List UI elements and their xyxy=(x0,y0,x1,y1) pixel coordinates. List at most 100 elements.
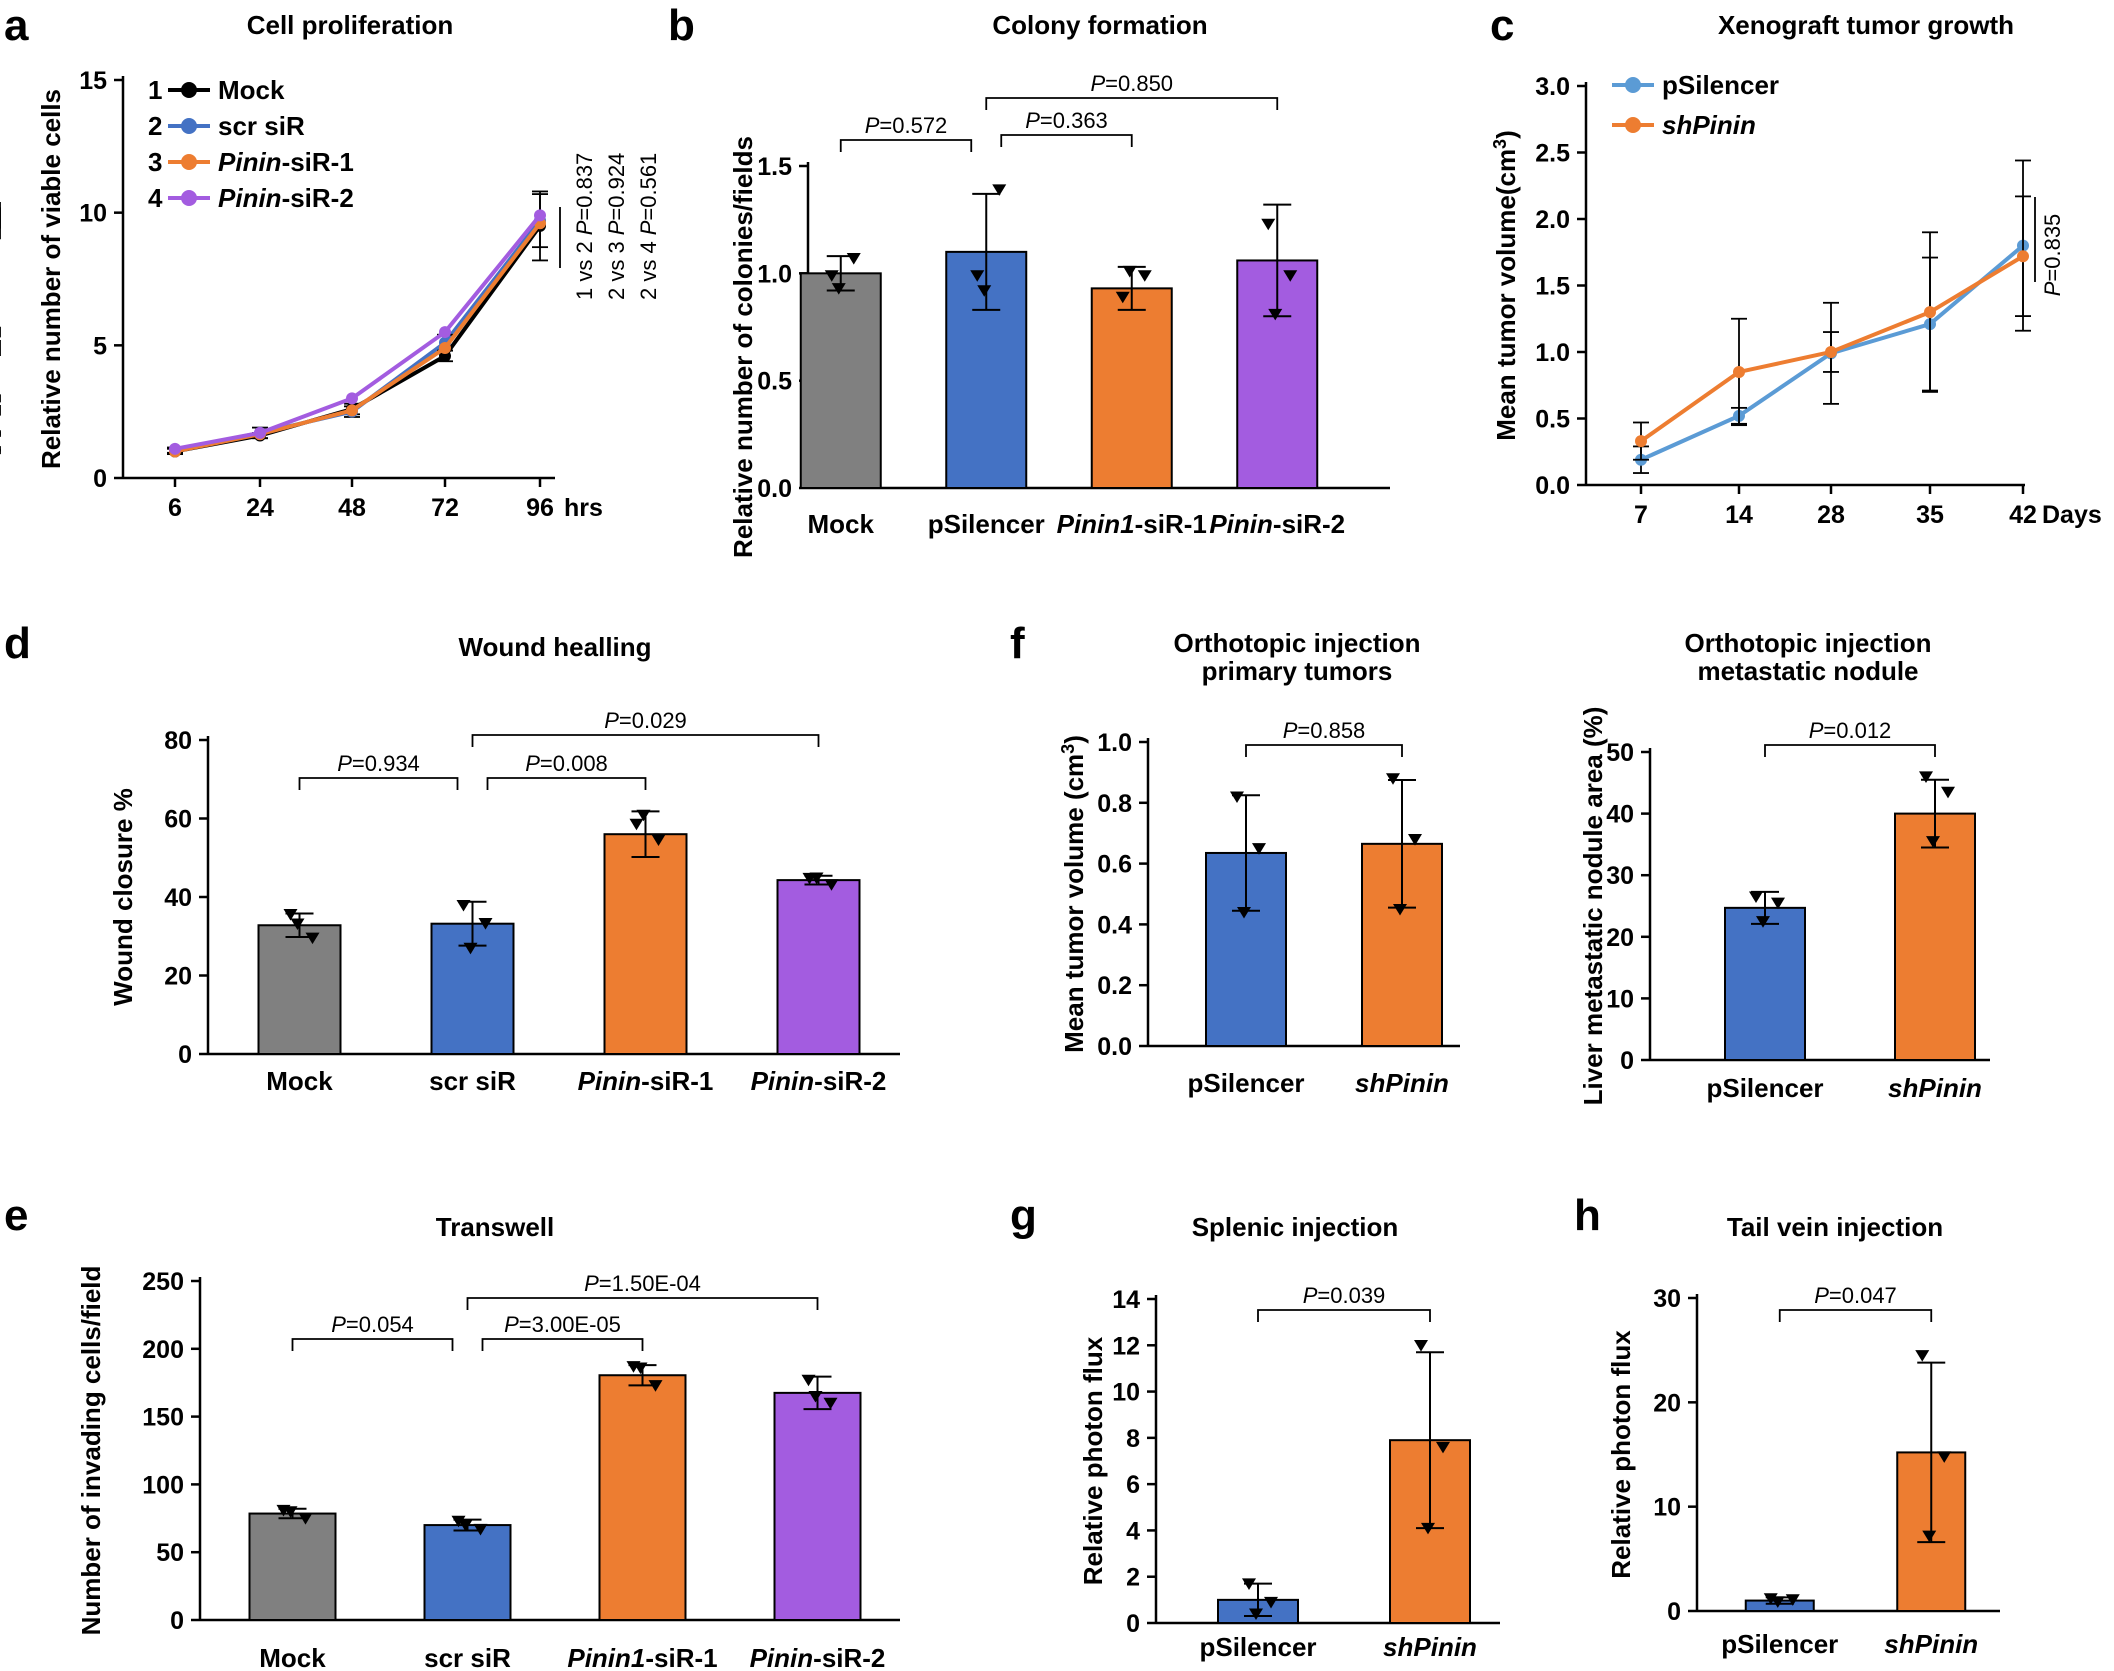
y-axis-label: Relative photon flux xyxy=(1078,1336,1108,1585)
bar xyxy=(773,1391,862,1621)
data-point xyxy=(633,1362,648,1375)
p-value-label: P=0.012 xyxy=(1809,718,1892,743)
y-axis-label: Number of invading cells/field xyxy=(76,1266,106,1636)
p-value-text: =1.50E-04 xyxy=(599,1271,701,1296)
series-line xyxy=(174,219,542,453)
y-tick-label: 200 xyxy=(142,1336,184,1364)
chart-title: Tail vein injection xyxy=(1727,1212,1943,1242)
data-point xyxy=(977,285,992,297)
p-value-label: P=0.047 xyxy=(1814,1283,1897,1308)
data-point xyxy=(439,326,451,339)
y-tick-label: 15 xyxy=(79,67,107,95)
y-tick-label: 2.5 xyxy=(1535,140,1570,168)
y-tick-label: 1.0 xyxy=(757,260,792,288)
ylabel-part: ) xyxy=(1491,130,1521,139)
data-point xyxy=(1825,346,1837,358)
category-suffix: -siR-2 xyxy=(1273,509,1345,539)
y-axis-label: Relative number of viable cells xyxy=(36,89,66,469)
legend-marker xyxy=(181,190,197,206)
data-point xyxy=(1785,1594,1800,1606)
chart-title: Splenic injection xyxy=(1192,1212,1399,1242)
data-point xyxy=(636,809,651,822)
significance-bracket xyxy=(1778,1309,1933,1322)
panel-label: f xyxy=(1010,619,1025,668)
p-value-label: P=0.850 xyxy=(1090,71,1173,96)
y-tick-label: 0 xyxy=(1620,1047,1634,1075)
p-value-text: =0.039 xyxy=(1317,1283,1385,1308)
category-italic-part: shPinin xyxy=(1383,1632,1477,1662)
category-italic-part: Pinin xyxy=(578,1066,642,1096)
legend-label: Mock xyxy=(218,75,285,105)
y-tick-label: 10 xyxy=(79,200,107,228)
data-point xyxy=(305,932,320,945)
data-point xyxy=(1941,786,1955,799)
panel-label: g xyxy=(1010,1191,1037,1240)
y-tick-label: 0 xyxy=(178,1041,192,1069)
y-tick-label: 30 xyxy=(1653,1285,1681,1313)
chart-title-line: metastatic nodule xyxy=(1697,656,1918,686)
y-axis-label: Liver metastatic nodule area (%) xyxy=(1578,707,1608,1106)
y-tick-label: 0 xyxy=(93,465,107,493)
p-symbol: P xyxy=(636,220,661,235)
data-point xyxy=(1252,843,1266,855)
category-italic-part: Pinin1 xyxy=(567,1643,645,1671)
y-tick-label: 0.0 xyxy=(1535,472,1570,500)
legend-marker xyxy=(181,82,197,98)
legend-suffix: -siR-1 xyxy=(282,147,354,177)
x-tick-label: 28 xyxy=(1817,501,1845,529)
p-symbol: P xyxy=(1809,718,1824,743)
x-category-label: shPinin xyxy=(1884,1629,1978,1659)
legend-label: Pinin-siR-2 xyxy=(218,183,354,213)
p-value-label: P=3.00E-05 xyxy=(504,1312,621,1337)
y-tick-label: 10 xyxy=(1653,1494,1681,1522)
x-category-label: Pinin-siR-2 xyxy=(750,1643,886,1671)
y-tick-label: 20 xyxy=(1653,1389,1681,1417)
category-italic-part: Pinin1 xyxy=(1057,509,1135,539)
p-value-label: P=0.934 xyxy=(337,751,420,776)
x-category-label: pSilencer xyxy=(1706,1073,1823,1103)
p-value-text: =0.837 xyxy=(572,153,597,221)
p-symbol: P xyxy=(525,751,540,776)
data-point xyxy=(2017,250,2029,263)
legend-label: shPinin xyxy=(1662,110,1756,140)
significance-bracket xyxy=(1000,134,1133,147)
data-point xyxy=(801,1374,816,1387)
p-value-text: =0.934 xyxy=(352,751,420,776)
p-value-text: =0.029 xyxy=(619,708,687,733)
panel-label: h xyxy=(1574,1191,1601,1240)
x-category-label: Pinin1-siR-1 xyxy=(567,1643,717,1671)
category-italic-part: shPinin xyxy=(1884,1629,1978,1659)
x-unit-label: Days xyxy=(2042,501,2102,529)
bar xyxy=(423,1524,512,1621)
data-point xyxy=(254,426,266,439)
panel-h-chart: Tail vein injection h Relative photon flux… xyxy=(1574,1191,2000,1659)
legend-label: Pinin-siR-1 xyxy=(218,147,354,177)
y-tick-label: 0 xyxy=(1126,1610,1140,1638)
p-value-label: 1 vs 2 P=0.837 xyxy=(572,153,597,300)
legend-italic-part: Pinin xyxy=(218,147,282,177)
panel-label: c xyxy=(1490,1,1514,50)
p-symbol: P xyxy=(331,1312,346,1337)
legend-label: scr siR xyxy=(218,111,305,141)
data-point xyxy=(1242,1578,1256,1590)
p-value-text: =0.572 xyxy=(879,113,947,138)
p-value-text: =0.850 xyxy=(1105,71,1173,96)
data-point xyxy=(1749,891,1763,904)
x-tick-label: 72 xyxy=(431,494,459,522)
bar xyxy=(248,1512,337,1621)
data-point xyxy=(1756,916,1770,928)
p-symbol: P xyxy=(337,751,352,776)
data-point xyxy=(1919,771,1933,783)
bar xyxy=(799,272,882,490)
data-point xyxy=(1915,1350,1930,1362)
y-axis-label: Relative photon flux xyxy=(1606,1330,1636,1579)
p-value-text: =0.012 xyxy=(1823,718,1891,743)
legend-marker xyxy=(181,154,197,170)
x-category-label: Mock xyxy=(259,1643,326,1671)
p-value-text: =0.924 xyxy=(604,153,629,221)
p-value-label: 2 vs 3 P=0.924 xyxy=(604,153,629,300)
comparison-text: 1 vs 2 xyxy=(572,241,597,300)
y-tick-label: 10 xyxy=(1112,1379,1140,1407)
p-symbol: P xyxy=(584,1271,599,1296)
y-tick-label: 100 xyxy=(142,1471,184,1499)
